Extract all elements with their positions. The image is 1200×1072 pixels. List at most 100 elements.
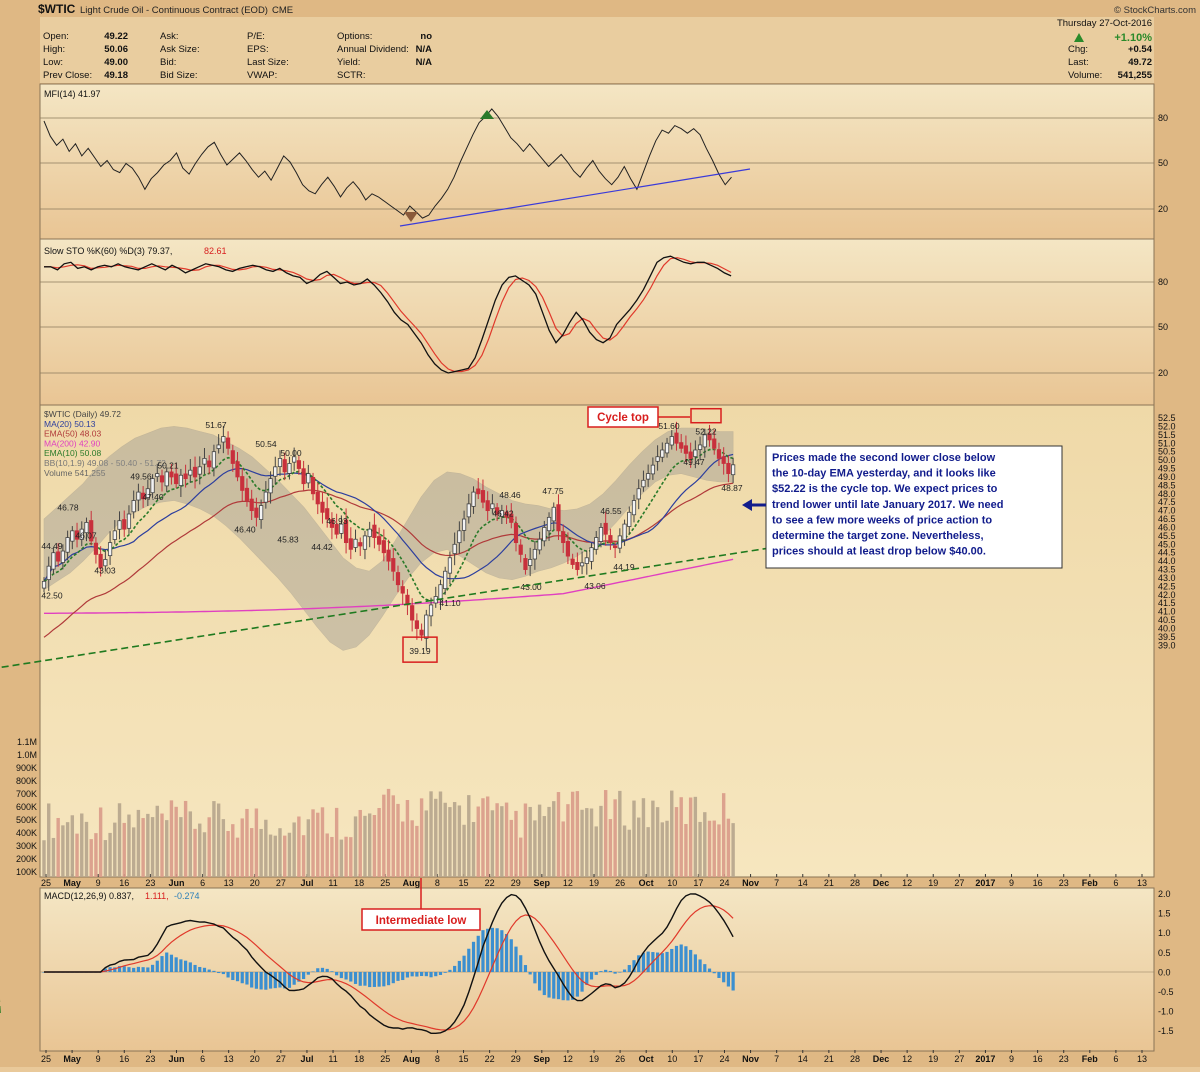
candle-body xyxy=(287,463,292,474)
candle-body xyxy=(476,488,481,495)
candle-body xyxy=(41,580,47,589)
volume-bar xyxy=(679,797,683,877)
candle-body xyxy=(509,513,514,523)
macd-histogram-bar xyxy=(589,972,594,980)
y-tick-label: 44.0 xyxy=(1158,556,1176,566)
volume-bar xyxy=(283,835,287,877)
macd-histogram-bar xyxy=(349,972,353,982)
macd-histogram-bar xyxy=(490,927,494,972)
change-percent: +1.10% xyxy=(1114,32,1152,44)
volume-bar xyxy=(339,839,344,877)
macd-histogram-bar xyxy=(509,939,513,972)
candle-body xyxy=(249,498,254,512)
volume-bar xyxy=(471,822,476,877)
macd-histogram-bar xyxy=(386,972,391,986)
candle-body xyxy=(504,511,509,518)
volume-bar xyxy=(537,804,542,877)
x-tick-label: 26 xyxy=(615,878,625,888)
volume-bar xyxy=(396,803,400,877)
candle-body xyxy=(726,462,731,474)
macd-histogram-bar xyxy=(292,972,296,985)
volume-bar xyxy=(495,803,499,877)
candle-body xyxy=(240,476,245,491)
stat-label: High: xyxy=(43,44,65,55)
candle-body xyxy=(650,464,655,475)
candle-body xyxy=(103,559,108,567)
volume-bar xyxy=(703,812,707,877)
price-label: 47.75 xyxy=(542,486,564,496)
candle-body xyxy=(164,471,169,487)
y-tick-label: 20 xyxy=(1158,204,1168,214)
y-tick-label: 47.0 xyxy=(1158,506,1176,516)
volume-bar xyxy=(566,804,570,877)
macd-histogram-bar xyxy=(344,972,348,980)
price-label: 45.83 xyxy=(277,534,299,544)
macd-histogram-bar xyxy=(169,954,174,972)
volume-bar xyxy=(98,807,103,877)
volume-tick-label: 400K xyxy=(16,828,37,838)
macd-histogram-bar xyxy=(684,946,688,972)
volume-bar xyxy=(174,806,178,877)
volume-bar xyxy=(202,832,207,877)
y-tick-label: 50.5 xyxy=(1158,447,1176,457)
macd-histogram-bar xyxy=(462,955,466,972)
x-tick-label: Sep xyxy=(534,878,551,888)
volume-bar xyxy=(165,820,169,877)
volume-bar xyxy=(405,800,410,877)
macd-histogram-bar xyxy=(646,951,650,972)
x-tick-label: Jul xyxy=(300,878,313,888)
candle-body xyxy=(660,449,665,458)
x-tick-label: 26 xyxy=(615,1054,625,1064)
price-label: 42.50 xyxy=(41,590,63,600)
candle-body xyxy=(688,451,693,459)
volume-bar xyxy=(646,827,650,877)
macd-histogram-bar xyxy=(641,952,646,972)
price-label: 44.42 xyxy=(311,542,333,552)
y-tick-label: 52.0 xyxy=(1158,421,1176,431)
volume-bar xyxy=(434,798,438,877)
candle-body xyxy=(192,466,198,478)
macd-histogram-bar xyxy=(207,969,211,972)
volume-bar xyxy=(150,817,155,877)
volume-bar xyxy=(424,810,429,877)
volume-bar xyxy=(575,791,580,877)
macd-histogram-bar xyxy=(670,948,674,972)
x-tick-label: Jul xyxy=(300,1054,313,1064)
price-label: 51.60 xyxy=(658,421,680,431)
volume-bar xyxy=(580,809,584,877)
x-tick-label: 6 xyxy=(1113,878,1118,888)
candle-body xyxy=(513,523,519,544)
macd-histogram-bar xyxy=(235,972,240,982)
y-tick-label: 50.0 xyxy=(1158,455,1176,465)
macd-histogram-bar xyxy=(693,954,697,972)
candle-body xyxy=(528,559,533,566)
macd-histogram-bar xyxy=(302,972,306,980)
volume-bar xyxy=(443,802,447,877)
candle-body xyxy=(712,438,717,449)
y-tick-label: 2.0 xyxy=(1158,889,1171,899)
commentary-note: Prices made the second lower close below… xyxy=(742,445,1063,569)
price-label: 43.00 xyxy=(520,582,542,592)
candle-body xyxy=(499,510,504,517)
candle-body xyxy=(65,537,70,553)
volume-bar xyxy=(452,802,457,877)
x-tick-label: 9 xyxy=(1009,1054,1014,1064)
macd-histogram-bar xyxy=(656,952,660,972)
quote-value: N/A xyxy=(416,57,433,68)
macd-histogram-bar xyxy=(283,972,287,989)
candle-body xyxy=(60,550,65,563)
candle-body xyxy=(320,501,325,513)
volume-bar xyxy=(320,807,325,877)
quote-field: Annual Dividend: xyxy=(337,44,409,55)
macd-histogram-bar xyxy=(618,972,622,973)
volume-bar xyxy=(264,819,268,877)
y-tick-label: -0.5 xyxy=(1158,987,1174,997)
volume-bar xyxy=(249,828,254,877)
macd-histogram-bar xyxy=(585,972,589,985)
x-tick-label: 25 xyxy=(41,878,51,888)
macd-histogram-bar xyxy=(372,972,376,987)
y-tick-label: 45.5 xyxy=(1158,531,1176,541)
volume-bar xyxy=(603,790,608,877)
price-label: 46.93 xyxy=(326,516,348,526)
candle-body xyxy=(188,469,193,476)
